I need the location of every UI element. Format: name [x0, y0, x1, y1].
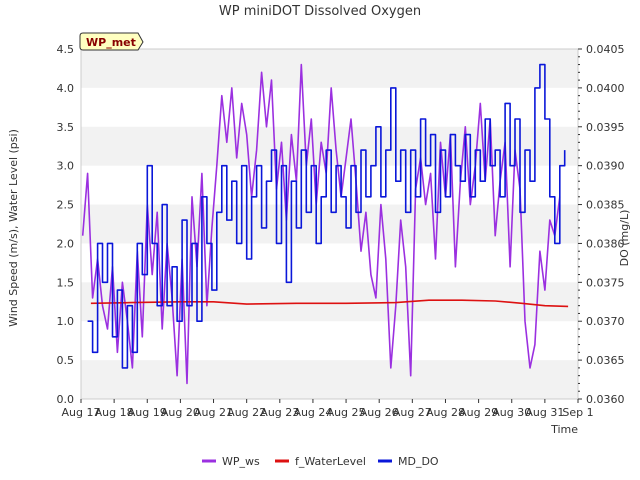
x-axis-label: Time: [550, 423, 578, 436]
series-line-f-waterlevel: [90, 299, 569, 308]
y-tick-label: 0.5: [57, 354, 75, 367]
x-tick-label: Aug 30: [492, 406, 531, 419]
series-line-wp-ws: [81, 63, 561, 385]
grid-band: [81, 360, 578, 399]
legend-label: f_WaterLevel: [295, 455, 366, 468]
x-tick-label: Aug 26: [360, 406, 399, 419]
x-tick-label: Aug 29: [459, 406, 498, 419]
x-tick-label: Aug 22: [227, 406, 266, 419]
y-tick-label: 3.5: [57, 121, 75, 134]
legend: WP_ws f_WaterLevel MD_DO: [202, 455, 439, 468]
plot-area: [80, 48, 579, 400]
y2-axis-label: DO (mg/L): [618, 210, 631, 267]
grid-band: [81, 49, 578, 88]
annotation-label: WP_met: [86, 36, 136, 49]
annotation-box: WP_met: [79, 32, 144, 51]
y2-tick-label: 0.0385: [586, 199, 625, 212]
y2-tick-label: 0.0365: [586, 354, 625, 367]
y2-tick-label: 0.0405: [586, 43, 625, 56]
x-tick-label: Sep 1: [562, 406, 593, 419]
x-tick-label: Aug 24: [293, 406, 332, 419]
y-tick-label: 1.5: [57, 276, 75, 289]
legend-label: MD_DO: [398, 455, 439, 468]
y2-tick-label: 0.0360: [586, 393, 625, 406]
x-tick-label: Aug 20: [161, 406, 200, 419]
x-tick-label: Aug 31: [525, 406, 564, 419]
y2-tick-label: 0.0400: [586, 82, 625, 95]
y-tick-label: 2.0: [57, 237, 75, 250]
legend-label: WP_ws: [222, 455, 260, 468]
y2-tick-label: 0.0375: [586, 276, 625, 289]
y-tick-label: 1.0: [57, 315, 75, 328]
x-tick-label: Aug 23: [260, 406, 299, 419]
y2-tick-label: 0.0395: [586, 121, 625, 134]
y2-tick-label: 0.0370: [586, 315, 625, 328]
x-tick-label: Aug 17: [62, 406, 101, 419]
y2-tick-label: 0.0390: [586, 160, 625, 173]
x-tick-label: Aug 19: [128, 406, 167, 419]
y-tick-label: 4.0: [57, 82, 75, 95]
x-tick-label: Aug 27: [393, 406, 432, 419]
right-axis: 0.0360 0.0365 0.0370 0.0375 0.0380 0.0385 0.03…: [578, 43, 625, 406]
y-tick-label: 4.5: [57, 43, 75, 56]
series-line-md-do: [87, 63, 566, 369]
y-tick-label: 0.0: [57, 393, 75, 406]
x-tick-label: Aug 21: [194, 406, 233, 419]
x-tick-label: Aug 28: [426, 406, 465, 419]
x-tick-label: Aug 18: [95, 406, 134, 419]
left-axis: 0.0 0.5 1.0 1.5 2.0 2.5 3.0 3.5 4.0 4.5: [57, 43, 75, 406]
chart-title: WP miniDOT Dissolved Oxygen: [219, 4, 421, 19]
y-axis-label: Wind Speed (m/s), Water Level (psi): [7, 129, 20, 327]
y-tick-label: 2.5: [57, 199, 75, 212]
y2-tick-label: 0.0380: [586, 237, 625, 250]
series-layer: [81, 63, 569, 385]
x-tick-label: Aug 25: [327, 406, 366, 419]
y-tick-label: 3.0: [57, 160, 75, 173]
